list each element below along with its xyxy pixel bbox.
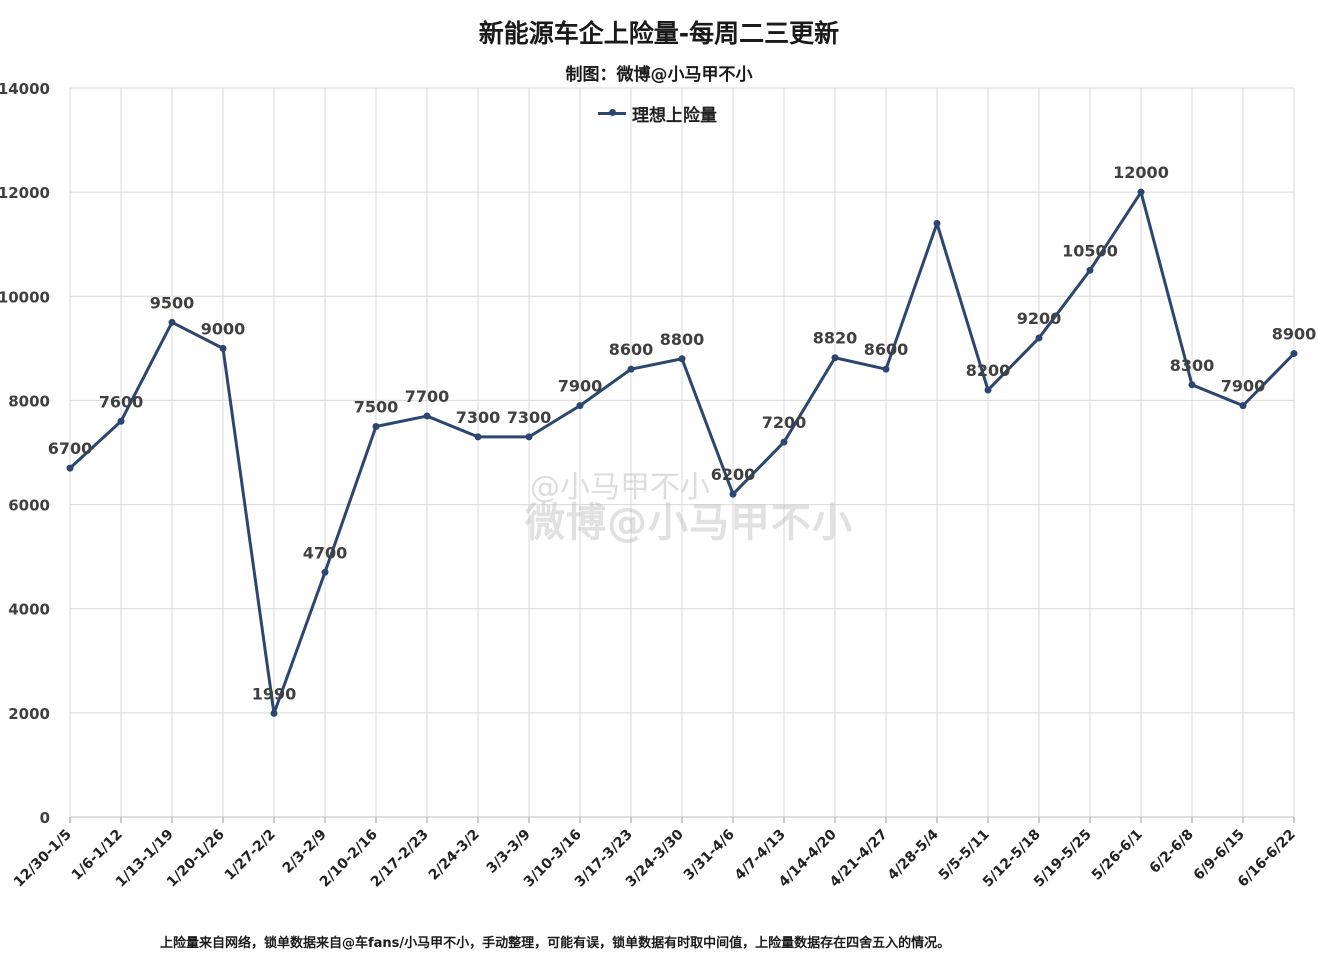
- data-label: 8900: [1272, 325, 1317, 344]
- data-point: [1137, 188, 1145, 196]
- data-label: 6700: [48, 439, 93, 458]
- x-tick-label: 1/27-2/2: [222, 827, 279, 884]
- data-label: 12000: [1113, 163, 1169, 182]
- data-label: 10500: [1062, 241, 1118, 260]
- data-label: 8300: [1170, 356, 1215, 375]
- legend-line-marker-icon: [598, 109, 626, 116]
- data-label: 8200: [966, 361, 1011, 380]
- data-label: 7600: [99, 392, 144, 411]
- data-label: 9200: [1017, 309, 1062, 328]
- data-label: 7900: [1221, 377, 1266, 396]
- data-point: [219, 344, 227, 352]
- x-tick-label: 12/30-1/5: [11, 827, 75, 891]
- footnote: 上险量来自网络，锁单数据来自@车fans/小马甲不小，手动整理，可能有误，锁单数…: [160, 936, 951, 951]
- data-point: [66, 464, 74, 472]
- legend-label: 理想上险量: [632, 105, 717, 126]
- data-point: [474, 433, 482, 441]
- data-label: 7200: [762, 413, 807, 432]
- data-label: 6200: [711, 465, 756, 484]
- x-tick-label: 3/31-4/6: [681, 827, 738, 884]
- data-point: [1239, 402, 1247, 410]
- legend: 理想上险量: [598, 102, 717, 126]
- data-point: [525, 433, 533, 441]
- data-point: [1035, 334, 1043, 342]
- chart-title: 新能源车企上险量-每周二三更新: [478, 19, 840, 48]
- data-label: 4700: [303, 543, 348, 562]
- y-tick-label: 4000: [8, 601, 50, 619]
- data-point: [729, 490, 737, 498]
- data-label: 8820: [813, 329, 858, 348]
- x-tick-label: 3/3-3/9: [484, 827, 534, 877]
- y-tick-label: 8000: [8, 392, 50, 410]
- y-tick-label: 0: [40, 809, 50, 827]
- x-tick-label: 6/2-6/8: [1147, 827, 1197, 877]
- data-point: [270, 709, 278, 717]
- y-tick-label: 6000: [8, 497, 50, 515]
- y-tick-label: 14000: [0, 80, 50, 98]
- y-tick-label: 2000: [8, 705, 50, 723]
- data-point: [984, 386, 992, 394]
- y-tick-label: 12000: [0, 184, 50, 202]
- y-tick-label: 10000: [0, 288, 50, 306]
- x-tick-label: 2/3-2/9: [280, 827, 330, 877]
- x-tick-label: 2/24-3/2: [426, 827, 483, 884]
- data-label: 8800: [660, 330, 705, 349]
- data-point: [933, 219, 941, 227]
- data-label: 7300: [456, 408, 501, 427]
- data-point: [627, 365, 635, 373]
- data-label: 7700: [405, 387, 450, 406]
- data-point: [831, 354, 839, 362]
- data-label: 7500: [354, 397, 399, 416]
- data-label: 7900: [558, 377, 603, 396]
- data-point: [780, 438, 788, 446]
- data-label: 8600: [864, 340, 909, 359]
- data-point: [1086, 266, 1094, 274]
- data-point: [423, 412, 431, 420]
- data-label: 1990: [252, 684, 297, 703]
- x-tick-label: 5/26-6/1: [1089, 827, 1146, 884]
- x-tick-label: 4/28-5/4: [885, 826, 942, 883]
- data-point: [882, 365, 890, 373]
- data-point: [678, 355, 686, 363]
- data-label: 7300: [507, 408, 552, 427]
- line-chart: 0 2000 4000 6000 8000 10000 12000 14000 12/30-1/…: [0, 80, 1317, 891]
- data-point: [168, 318, 176, 326]
- data-point: [117, 417, 125, 425]
- data-label: 9000: [201, 319, 246, 338]
- data-point: [1188, 381, 1196, 389]
- data-label: 9500: [150, 293, 195, 312]
- chart-subtitle: 制图：微博@小马甲不小: [565, 65, 753, 85]
- data-point: [1290, 350, 1298, 358]
- data-point: [372, 422, 380, 430]
- data-point: [321, 568, 329, 576]
- data-label: 8600: [609, 340, 654, 359]
- data-point: [576, 402, 584, 410]
